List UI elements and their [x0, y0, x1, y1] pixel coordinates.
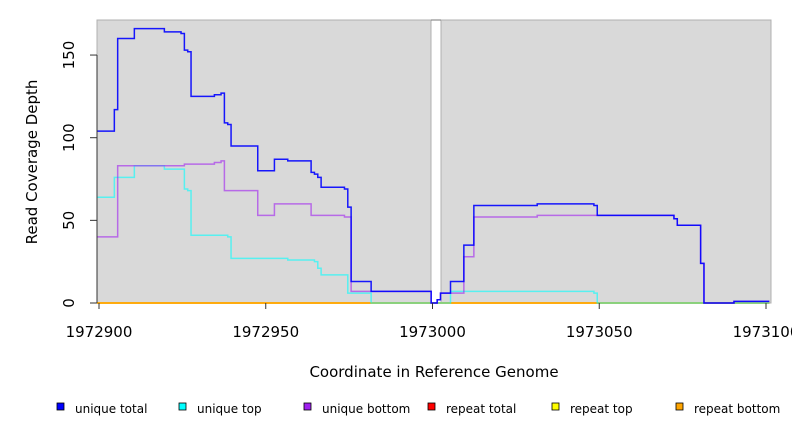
- x-tick-label: 1973050: [566, 323, 633, 341]
- series-group: [96, 27, 770, 304]
- y-tick-label: 100: [60, 123, 78, 152]
- legend-label: repeat total: [446, 402, 516, 416]
- x-tick-label: 1972950: [232, 323, 299, 341]
- plot-panel-left: [96, 19, 432, 304]
- legend-swatch: [675, 402, 684, 411]
- plot-panel-right: [440, 19, 772, 304]
- legend-swatch: [551, 402, 560, 411]
- y-axis-label: Read Coverage Depth: [23, 80, 41, 245]
- legend-label: unique top: [197, 402, 262, 416]
- series-unique-total: [96, 27, 770, 304]
- legend-swatch: [178, 402, 187, 411]
- x-tick-label: 1972900: [66, 323, 133, 341]
- legend-label: unique total: [75, 402, 147, 416]
- legend-swatch: [56, 402, 65, 411]
- y-tick-label: 0: [60, 298, 78, 308]
- legend-swatch: [427, 402, 436, 411]
- y-axis: 0 50 100 150: [60, 41, 98, 308]
- x-axis-label: Coordinate in Reference Genome: [309, 363, 558, 381]
- legend-label: repeat top: [570, 402, 633, 416]
- series-unique-top: [96, 165, 770, 304]
- legend: unique total unique top unique bottom repea…: [56, 402, 780, 416]
- y-tick-label: 150: [60, 41, 78, 70]
- x-tick-label: 1973000: [399, 323, 466, 341]
- y-tick-label: 50: [60, 211, 78, 230]
- legend-swatch: [303, 402, 312, 411]
- legend-label: unique bottom: [322, 402, 410, 416]
- legend-label: repeat bottom: [694, 402, 780, 416]
